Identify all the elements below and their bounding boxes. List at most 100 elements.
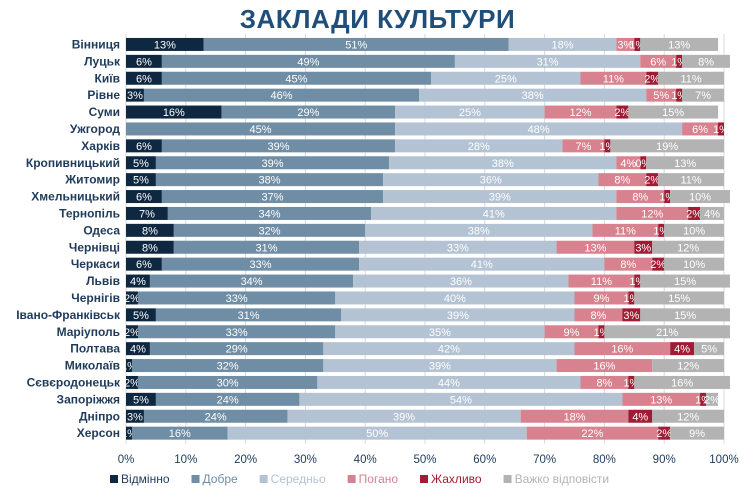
data-label: 9% — [593, 293, 609, 305]
data-label: 4% — [632, 411, 648, 423]
data-label: 6% — [136, 56, 152, 68]
data-label: 13% — [584, 242, 606, 254]
bar-segment — [126, 325, 138, 339]
bar-segment — [604, 257, 653, 271]
bar-segment — [598, 325, 605, 339]
data-label: 36% — [450, 276, 472, 288]
category-label: Чернівці — [69, 240, 120, 254]
bar-segment — [628, 291, 635, 305]
bar-segment — [126, 308, 156, 322]
bar-segment — [126, 156, 156, 170]
data-label: 18% — [552, 39, 574, 51]
grid-layer — [125, 34, 725, 444]
data-label: 36% — [480, 175, 502, 187]
bar-segment — [628, 105, 719, 119]
legend: Відмінно Добре Середньо Погано Жахливо Важко … — [110, 472, 609, 486]
bar-segment — [323, 342, 575, 356]
legend-swatch — [191, 475, 200, 483]
data-label: 8% — [590, 310, 606, 322]
category-label: Вінниця — [72, 37, 120, 51]
data-label: 22% — [581, 428, 603, 440]
bar-segment — [646, 173, 659, 187]
data-label: 2% — [124, 377, 140, 389]
data-label: 39% — [267, 141, 289, 153]
data-label: 30% — [217, 377, 239, 389]
data-label: 45% — [285, 73, 307, 85]
bar-segment — [126, 105, 222, 119]
data-label: 4% — [130, 276, 146, 288]
category-label: Тернопіль — [59, 206, 120, 220]
bar-segment — [131, 426, 228, 440]
data-label: 2% — [686, 208, 702, 220]
bar-segment — [143, 409, 288, 423]
data-label: 12% — [677, 361, 699, 373]
data-label: 12% — [569, 107, 591, 119]
data-label: 37% — [261, 192, 283, 204]
bar-segment — [173, 240, 360, 254]
data-label: 16% — [671, 377, 693, 389]
category-label: Черкаси — [71, 257, 120, 271]
bar-segment — [149, 274, 354, 288]
bar-segment — [646, 156, 724, 170]
data-label: 45% — [250, 124, 272, 136]
bar-segment — [640, 37, 719, 51]
bar-segment — [700, 392, 707, 406]
data-label: 28% — [468, 141, 490, 153]
data-label: 5% — [133, 310, 149, 322]
bar-layer: 13% 51% 18% 3%1% 13%6% 49% 31% 6% 1% 8%6% 45% 25% 11… — [121, 37, 730, 440]
data-label: 6% — [136, 192, 152, 204]
bar-segment — [580, 71, 647, 85]
category-label: Луцьк — [84, 54, 121, 68]
data-label: 33% — [226, 293, 248, 305]
bar-segment — [658, 71, 724, 85]
bar-segment — [598, 173, 647, 187]
category-label: Чернігів — [71, 291, 120, 305]
bar-segment — [126, 173, 156, 187]
data-label: 35% — [429, 327, 451, 339]
bar-segment — [126, 291, 138, 305]
data-label: 38% — [468, 225, 490, 237]
bar-segment — [161, 71, 431, 85]
bar-segment — [126, 240, 174, 254]
bar-segment — [173, 223, 366, 237]
data-label: 16% — [163, 107, 185, 119]
data-label: 48% — [528, 124, 550, 136]
bar-segment — [341, 308, 575, 322]
legend-swatch — [420, 475, 429, 483]
data-label: 46% — [270, 90, 292, 102]
chart-title: ЗАКЛАДИ КУЛЬТУРИ — [239, 4, 516, 34]
x-tick-label: 40% — [354, 454, 377, 466]
bar-segment — [616, 105, 629, 119]
data-label: 8% — [142, 242, 158, 254]
bar-segment — [592, 223, 659, 237]
data-label: 13% — [674, 158, 696, 170]
bar-segment — [616, 190, 665, 204]
category-label: Одеса — [83, 223, 120, 237]
category-label: Львів — [86, 274, 120, 288]
bar-segment — [126, 190, 162, 204]
data-label: 34% — [241, 276, 263, 288]
data-label: 7% — [695, 90, 711, 102]
bar-segment — [395, 139, 563, 153]
legend-swatch — [347, 475, 356, 483]
data-label: 31% — [537, 56, 559, 68]
data-label: 5% — [653, 90, 669, 102]
data-label: 40% — [444, 293, 466, 305]
data-label: 2% — [704, 394, 720, 406]
data-label: 3% — [127, 90, 143, 102]
bar-segment — [161, 54, 455, 68]
bar-segment — [694, 342, 724, 356]
data-label: 50% — [366, 428, 388, 440]
data-label: 41% — [471, 259, 493, 271]
bar-segment — [706, 392, 719, 406]
legend-label: Середньо — [271, 472, 326, 486]
bar-segment — [126, 71, 162, 85]
bar-segment — [640, 54, 677, 68]
bar-segment — [395, 122, 683, 136]
bar-segment — [700, 206, 724, 220]
bar-segment — [227, 426, 527, 440]
bar-segment — [430, 71, 581, 85]
data-label: 2% — [650, 259, 666, 271]
data-label: 39% — [489, 192, 511, 204]
